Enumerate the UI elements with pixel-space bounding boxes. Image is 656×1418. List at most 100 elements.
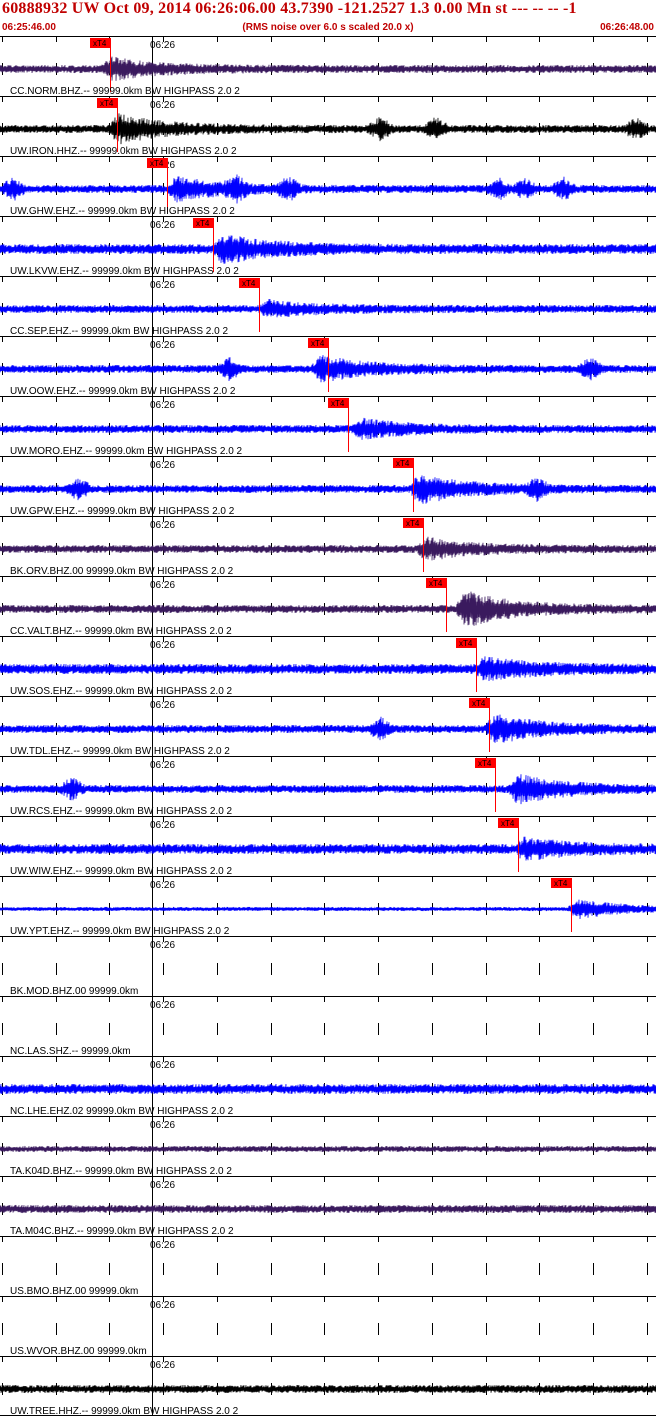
waveform-line <box>0 56 656 81</box>
trace-panel: 06:26 xT4 UW.WIW.EHZ.-- 99999.0km BW HIGHP… <box>0 816 656 877</box>
waveform-line <box>0 774 656 805</box>
waveform-line <box>0 1384 656 1394</box>
trace-panel: 06:26 xT4 CC.VALT.BHZ.-- 99999.0km BW HIGH… <box>0 576 656 637</box>
minute-tick-label: 06:26 <box>150 460 175 471</box>
trace-panel: 06:26 TA.M04C.BHZ.-- 99999.0km BW HIGHPAS… <box>0 1176 656 1237</box>
trace-panel: 06:26 xT4 UW.TDL.EHZ.-- 99999.0km BW HIGHP… <box>0 696 656 757</box>
minute-tick-label: 06:26 <box>150 1060 175 1071</box>
waveform-line <box>0 714 656 743</box>
seismogram-plot: 06:26 xT4 CC.NORM.BHZ.-- 99999.0km BW HIGH… <box>0 36 656 1417</box>
station-label: UW.GPW.EHZ.-- 99999.0km BW HIGHPASS 2.0 … <box>10 506 235 517</box>
pick-flag <box>475 758 495 768</box>
minute-tick-label: 06:26 <box>150 820 175 831</box>
pick-label: xT4 <box>459 639 473 648</box>
pick-flag <box>328 398 348 408</box>
pick-flag <box>97 98 117 108</box>
trace-panel: 06:26 xT4 UW.IRON.HHZ.-- 99999.0km BW HIGH… <box>0 96 656 157</box>
minute-tick-label: 06:26 <box>150 1180 175 1191</box>
pick-flag <box>469 698 489 708</box>
pick-label: xT4 <box>396 459 410 468</box>
trace-panel: 06:26 NC.LAS.SHZ.-- 99999.0km <box>0 996 656 1057</box>
trace-panel: 06:26 US.WVOR.BHZ.00 99999.0km <box>0 1296 656 1357</box>
pick-flag <box>426 578 446 588</box>
waveform-line <box>0 417 656 440</box>
minute-tick-label: 06:26 <box>150 520 175 531</box>
trace-panel: 06:26 xT4 UW.SOS.EHZ.-- 99999.0km BW HIGHP… <box>0 636 656 697</box>
pick-label: xT4 <box>100 99 114 108</box>
pick-flag <box>551 878 571 888</box>
waveform-line <box>0 1145 656 1153</box>
station-label: NC.LHE.EHZ.02 99999.0km BW HIGHPASS 2.0 … <box>10 1106 234 1117</box>
pick-label: xT4 <box>501 819 515 828</box>
station-label: TA.K04D.BHZ.-- 99999.0km BW HIGHPASS 2.0… <box>10 1166 232 1177</box>
trace-panel: 06:26 xT4 CC.SEP.EHZ.-- 99999.0km BW HIGHP… <box>0 276 656 337</box>
station-label: CC.SEP.EHZ.-- 99999.0km BW HIGHPASS 2.0 … <box>10 326 228 337</box>
minute-tick-label: 06:26 <box>150 220 175 231</box>
pick-flag <box>147 158 167 168</box>
trace-panel: 06:26 xT4 BK.ORV.BHZ.00 99999.0km BW HIGHP… <box>0 516 656 577</box>
scaling-note: (RMS noise over 6.0 s scaled 20.0 x) <box>242 22 414 33</box>
trace-panel: 06:26 TA.K04D.BHZ.-- 99999.0km BW HIGHPAS… <box>0 1116 656 1177</box>
minute-tick-label: 06:26 <box>150 1240 175 1251</box>
trace-panel: 06:26 US.BMO.BHZ.00 99999.0km <box>0 1236 656 1297</box>
trace-panel: 06:26 xT4 UW.YPT.EHZ.-- 99999.0km BW HIGHP… <box>0 876 656 937</box>
waveform-line <box>0 298 656 318</box>
station-label: CC.VALT.BHZ.-- 99999.0km BW HIGHPASS 2.0… <box>10 626 232 637</box>
pick-flag <box>393 458 413 468</box>
pick-flag <box>239 278 259 288</box>
station-label: UW.MORO.EHZ.-- 99999.0km BW HIGHPASS 2.0… <box>10 446 243 457</box>
waveform-line <box>0 836 656 861</box>
start-time-label: 06:25:46.00 <box>2 22 56 33</box>
station-label: BK.ORV.BHZ.00 99999.0km BW HIGHPASS 2.0 … <box>10 566 234 577</box>
minute-tick-label: 06:26 <box>150 640 175 651</box>
station-label: UW.RCS.EHZ.-- 99999.0km BW HIGHPASS 2.0 … <box>10 806 233 817</box>
station-label: UW.TREE.HHZ.-- 99999.0km BW HIGHPASS 2.0… <box>10 1406 239 1417</box>
waveform-line <box>0 113 656 145</box>
trace-panel: 06:26 xT4 CC.NORM.BHZ.-- 99999.0km BW HIGH… <box>0 36 656 97</box>
pick-label: xT4 <box>478 759 492 768</box>
pick-label: xT4 <box>554 879 568 888</box>
station-label: UW.SOS.EHZ.-- 99999.0km BW HIGHPASS 2.0 … <box>10 686 233 697</box>
minute-tick-label: 06:26 <box>150 1000 175 1011</box>
pick-label: xT4 <box>311 339 325 348</box>
record-header: 60888932 UW Oct 09, 2014 06:26:06.00 43.… <box>0 0 656 36</box>
minute-tick-label: 06:26 <box>150 100 175 111</box>
waveform-line <box>0 536 656 561</box>
station-label: BK.MOD.BHZ.00 99999.0km <box>10 986 138 997</box>
station-label: TA.M04C.BHZ.-- 99999.0km BW HIGHPASS 2.0… <box>10 1226 234 1237</box>
station-label: UW.IRON.HHZ.-- 99999.0km BW HIGHPASS 2.0… <box>10 146 237 157</box>
waveform-line <box>0 174 656 204</box>
station-label: UW.TDL.EHZ.-- 99999.0km BW HIGHPASS 2.0 … <box>10 746 230 757</box>
pick-label: xT4 <box>331 399 345 408</box>
pick-flag <box>456 638 476 648</box>
minute-tick-label: 06:26 <box>150 1360 175 1371</box>
waveform-line <box>0 1204 656 1214</box>
waveform-line <box>0 899 656 920</box>
station-label: UW.YPT.EHZ.-- 99999.0km BW HIGHPASS 2.0 … <box>10 926 230 937</box>
trace-panel: 06:26 xT4 UW.MORO.EHZ.-- 99999.0km BW HIGH… <box>0 396 656 457</box>
station-label: UW.OOW.EHZ.-- 99999.0km BW HIGHPASS 2.0 … <box>10 386 236 397</box>
minute-tick-label: 06:26 <box>150 700 175 711</box>
pick-flag <box>193 218 213 228</box>
station-label: NC.LAS.SHZ.-- 99999.0km <box>10 1046 131 1057</box>
minute-tick-label: 06:26 <box>150 1120 175 1131</box>
pick-label: xT4 <box>196 219 210 228</box>
minute-tick-label: 06:26 <box>150 940 175 951</box>
station-label: UW.GHW.EHZ.-- 99999.0km BW HIGHPASS 2.0 … <box>10 206 235 217</box>
station-label: US.BMO.BHZ.00 99999.0km <box>10 1286 138 1297</box>
pick-label: xT4 <box>242 279 256 288</box>
waveform-line <box>0 591 656 626</box>
trace-panel: 06:26 xT4 UW.GPW.EHZ.-- 99999.0km BW HIGHP… <box>0 456 656 517</box>
waveform-line <box>0 1083 656 1095</box>
pick-flag <box>403 518 423 528</box>
trace-panel: 06:26 xT4 UW.LKVW.EHZ.-- 99999.0km BW HIGH… <box>0 216 656 277</box>
waveform-line <box>0 656 656 682</box>
minute-tick-label: 06:26 <box>150 760 175 771</box>
waveform-line <box>0 235 656 264</box>
minute-tick-label: 06:26 <box>150 580 175 591</box>
pick-label: xT4 <box>429 579 443 588</box>
trace-panel: 06:26 BK.MOD.BHZ.00 99999.0km <box>0 936 656 997</box>
station-label: US.WVOR.BHZ.00 99999.0km <box>10 1346 147 1357</box>
pick-flag <box>498 818 518 828</box>
